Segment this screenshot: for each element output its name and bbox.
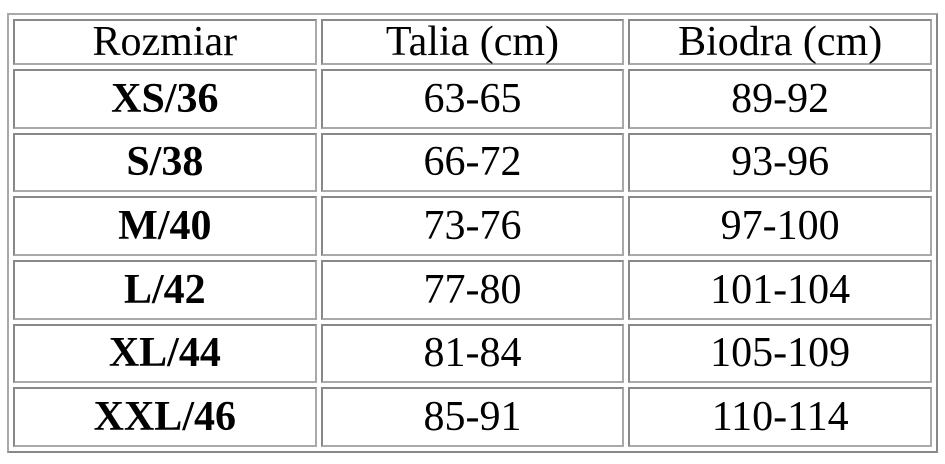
hips-cell: 105-109 bbox=[628, 323, 932, 384]
waist-cell: 73-76 bbox=[320, 196, 625, 256]
hips-cell: 97-100 bbox=[628, 196, 932, 256]
table-row: XS/36 63-65 89-92 bbox=[13, 69, 932, 129]
table-row: XXL/46 85-91 110-114 bbox=[13, 387, 932, 447]
header-size: Rozmiar bbox=[13, 19, 317, 65]
waist-cell: 63-65 bbox=[320, 69, 625, 129]
table-row: M/40 73-76 97-100 bbox=[13, 196, 932, 256]
header-hips: Biodra (cm) bbox=[628, 19, 932, 65]
size-cell: M/40 bbox=[13, 196, 317, 256]
waist-cell: 85-91 bbox=[320, 387, 625, 447]
hips-cell: 101-104 bbox=[628, 259, 932, 320]
size-chart-table: Rozmiar Talia (cm) Biodra (cm) XS/36 63-… bbox=[7, 13, 938, 453]
size-cell: XS/36 bbox=[13, 69, 317, 129]
hips-cell: 93-96 bbox=[628, 132, 932, 193]
hips-cell: 110-114 bbox=[628, 387, 932, 447]
size-cell: XXL/46 bbox=[13, 387, 317, 447]
waist-cell: 66-72 bbox=[320, 132, 625, 193]
table-row: S/38 66-72 93-96 bbox=[13, 132, 932, 193]
hips-cell: 89-92 bbox=[628, 69, 932, 129]
table-row: XL/44 81-84 105-109 bbox=[13, 323, 932, 384]
waist-cell: 81-84 bbox=[320, 323, 625, 384]
table-row: L/42 77-80 101-104 bbox=[13, 259, 932, 320]
size-cell: L/42 bbox=[13, 259, 317, 320]
header-row: Rozmiar Talia (cm) Biodra (cm) bbox=[13, 19, 932, 65]
size-cell: S/38 bbox=[13, 132, 317, 193]
waist-cell: 77-80 bbox=[320, 259, 625, 320]
size-cell: XL/44 bbox=[13, 323, 317, 384]
header-waist: Talia (cm) bbox=[320, 19, 625, 65]
